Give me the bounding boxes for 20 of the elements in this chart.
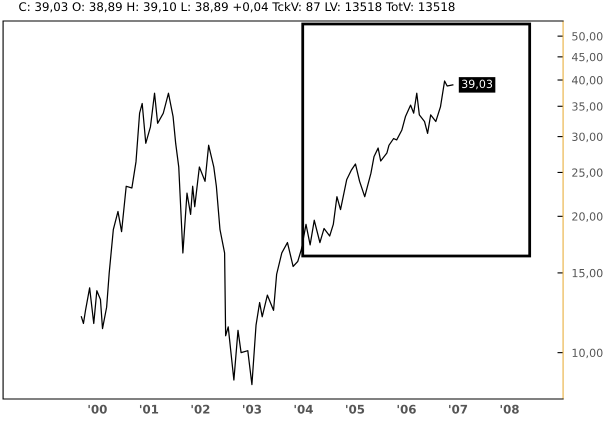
- y-tick-label: 30,00: [572, 132, 602, 142]
- x-tick-label: '07: [449, 404, 468, 414]
- x-tick-label: '06: [398, 404, 416, 414]
- y-tick-label: 35,00: [572, 102, 602, 112]
- chart-title: C: 39,03 O: 38,89 H: 39,10 L: 38,89 +0,04 TckV: 87 LV: 13518 TotV: 13518: [19, 2, 455, 12]
- x-tick-label: '00: [88, 404, 107, 414]
- x-tick-label: '08: [500, 404, 519, 414]
- y-tick-label: 25,00: [572, 168, 602, 178]
- y-tick-label: 20,00: [572, 212, 602, 222]
- x-tick-label: '05: [346, 404, 364, 414]
- x-tick-label: '03: [243, 404, 261, 414]
- x-tick-label: '04: [294, 404, 313, 414]
- x-tick-label: '01: [140, 404, 158, 414]
- annotation: 39,03: [462, 80, 492, 90]
- y-tick-label: 45,00: [572, 52, 602, 62]
- x-tick-label: '02: [191, 404, 210, 414]
- y-tick-label: 40,00: [572, 76, 602, 86]
- y-tick-label: 50,00: [572, 32, 602, 42]
- y-tick-label: 10,00: [572, 348, 602, 358]
- y-tick-label: 15,00: [572, 268, 602, 278]
